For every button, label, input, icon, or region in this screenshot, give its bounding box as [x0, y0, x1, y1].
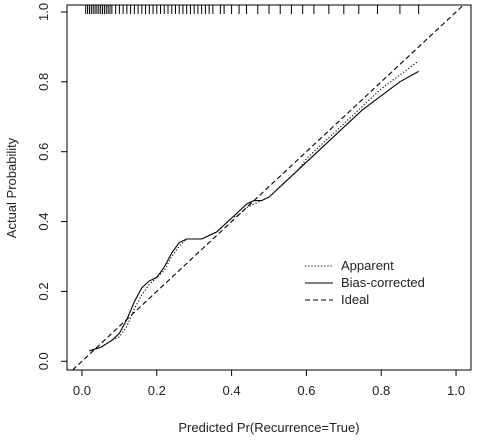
y-tick-label: 0.6: [36, 143, 51, 161]
x-tick-label: 0.6: [297, 383, 315, 398]
x-tick-label: 0.0: [73, 383, 91, 398]
x-tick-label: 0.4: [223, 383, 241, 398]
legend-label-bias-corrected: Bias-corrected: [341, 275, 425, 290]
x-axis-title: Predicted Pr(Recurrence=True): [178, 420, 359, 435]
y-tick-label: 0.8: [36, 73, 51, 91]
x-tick-label: 0.8: [372, 383, 390, 398]
y-axis: 0.0 0.2 0.4 0.6 0.8 1.0: [36, 3, 67, 370]
y-tick-label: 1.0: [36, 3, 51, 21]
x-tick-label: 1.0: [447, 383, 465, 398]
y-tick-label: 0.0: [36, 352, 51, 370]
legend: Apparent Bias-corrected Ideal: [305, 258, 425, 307]
x-axis: 0.0 0.2 0.4 0.6 0.8 1.0: [73, 370, 465, 398]
rug-marks: [85, 5, 420, 14]
y-tick-label: 0.4: [36, 213, 51, 231]
series-line-bias-corrected: [89, 70, 419, 352]
series-lines: [72, 4, 464, 371]
legend-label-ideal: Ideal: [341, 292, 369, 307]
y-axis-title: Actual Probability: [4, 137, 19, 238]
y-tick-label: 0.2: [36, 282, 51, 300]
legend-label-apparent: Apparent: [341, 258, 394, 273]
x-tick-label: 0.2: [148, 383, 166, 398]
series-line-ideal: [72, 4, 464, 371]
plot-box: [66, 4, 472, 371]
